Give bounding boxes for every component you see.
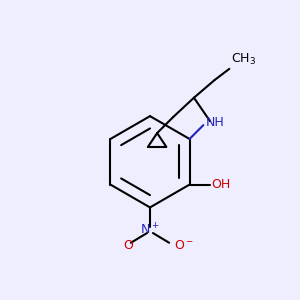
Text: NH: NH — [206, 116, 224, 129]
Text: O$^-$: O$^-$ — [174, 239, 194, 252]
Text: CH$_3$: CH$_3$ — [231, 52, 256, 68]
Text: OH: OH — [212, 178, 231, 191]
Text: O: O — [123, 239, 133, 252]
Text: N$^+$: N$^+$ — [140, 222, 160, 237]
